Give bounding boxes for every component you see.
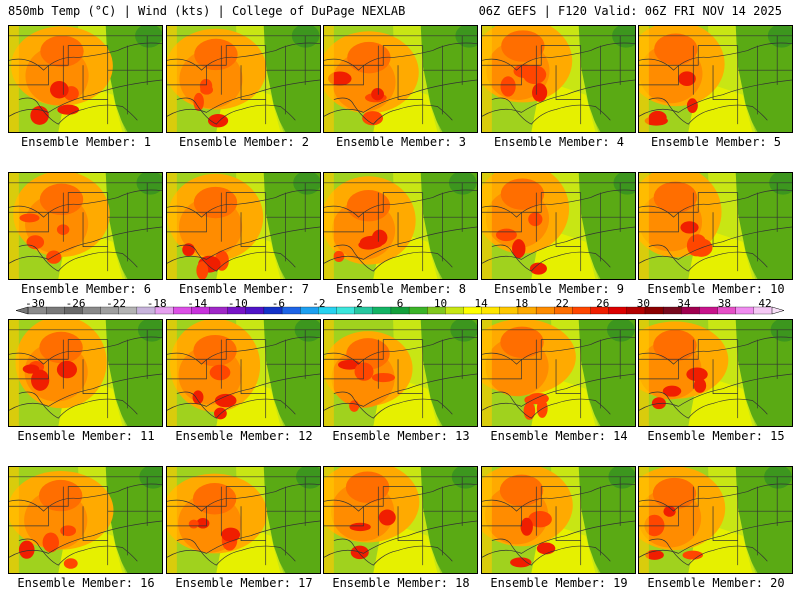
ensemble-map-16 [8,466,163,574]
colorbar-tick-label: -14 [187,297,208,310]
colorbar-tick-label: 26 [596,297,610,310]
ensemble-member-label: Ensemble Member: 6 [20,282,152,296]
colorbar-tick-label: 34 [677,297,691,310]
colorbar-tick-label: -22 [106,297,127,310]
colorbar-tick-label: 18 [515,297,529,310]
colorbar-tick-label: 6 [396,297,404,310]
ensemble-map-20 [638,466,793,574]
ensemble-member-label: Ensemble Member: 19 [490,576,628,590]
colorbar-swatch [245,306,265,315]
ensemble-map-3 [323,25,478,133]
ensemble-map-10 [638,172,793,280]
ensemble-member-label: Ensemble Member: 10 [647,282,785,296]
colorbar-swatch [445,306,464,315]
ensemble-member-label: Ensemble Member: 13 [332,429,470,443]
colorbar-swatch [535,306,555,315]
temperature-colorbar [15,306,785,315]
run-valid-time: 06Z GEFS | F120 Valid: 06Z FRI NOV 14 20… [478,4,782,18]
ensemble-map-5 [638,25,793,133]
ensemble-map-18 [323,466,478,574]
colorbar-swatch [372,306,392,315]
ensemble-map-15 [638,319,793,427]
ensemble-map-17 [166,466,321,574]
colorbar-tick-label: 30 [636,297,650,310]
ensemble-member-label: Ensemble Member: 17 [175,576,313,590]
ensemble-map-7 [166,172,321,280]
ensemble-member-label: Ensemble Member: 15 [647,429,785,443]
ensemble-member-label: Ensemble Member: 9 [493,282,625,296]
colorbar-tick-label: 42 [758,297,772,310]
ensemble-member-label: Ensemble Member: 7 [178,282,310,296]
ensemble-member-label: Ensemble Member: 4 [493,135,625,149]
ensemble-member-label: Ensemble Member: 14 [490,429,628,443]
ensemble-map-11 [8,319,163,427]
ensemble-map-8 [323,172,478,280]
colorbar-tick-label: 14 [474,297,488,310]
colorbar-tick-label: 2 [356,297,363,310]
ensemble-map-2 [166,25,321,133]
ensemble-map-1 [8,25,163,133]
colorbar-tick-label: -2 [312,297,326,310]
ensemble-map-6 [8,172,163,280]
ensemble-member-label: Ensemble Member: 16 [17,576,155,590]
ensemble-member-label: Ensemble Member: 1 [20,135,152,149]
colorbar-tick-label: -18 [146,297,167,310]
colorbar-swatch [735,306,755,315]
ensemble-member-label: Ensemble Member: 2 [178,135,310,149]
colorbar-tick-label: -6 [271,297,285,310]
ensemble-map-13 [323,319,478,427]
colorbar-swatch [336,306,356,315]
colorbar-swatch [699,306,719,315]
ensemble-map-19 [481,466,636,574]
colorbar-swatch [572,306,591,315]
ensemble-map-12 [166,319,321,427]
colorbar-swatch [45,306,65,315]
colorbar-low-arrow [15,306,29,315]
ensemble-member-label: Ensemble Member: 11 [17,429,155,443]
colorbar-swatch [209,306,229,315]
colorbar-tick-label: -26 [65,297,86,310]
map-title: 850mb Temp (°C) | Wind (kts) | College o… [8,4,406,18]
ensemble-member-label: Ensemble Member: 5 [650,135,782,149]
ensemble-member-label: Ensemble Member: 18 [332,576,470,590]
colorbar-swatch [608,306,628,315]
colorbar-tick-label: -30 [25,297,45,310]
colorbar-tick-label: -10 [227,297,248,310]
ensemble-map-14 [481,319,636,427]
ensemble-member-label: Ensemble Member: 20 [647,576,785,590]
ensemble-map-4 [481,25,636,133]
colorbar-tick-label: 38 [717,297,732,310]
ensemble-member-label: Ensemble Member: 12 [175,429,313,443]
colorbar-tick-label: 22 [555,297,569,310]
colorbar-high-arrow [771,306,785,315]
ensemble-map-9 [481,172,636,280]
colorbar-swatch [408,306,428,315]
colorbar-tick-label: 10 [433,297,448,310]
ensemble-member-label: Ensemble Member: 3 [335,135,467,149]
ensemble-member-label: Ensemble Member: 8 [335,282,467,296]
